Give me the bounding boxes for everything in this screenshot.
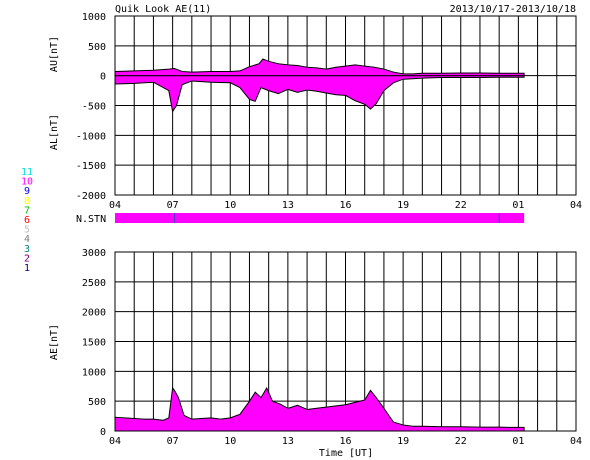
x-axis-label: Time [UT] (319, 448, 373, 459)
legend-number: 6 (24, 215, 30, 226)
au-al-frame (114, 15, 577, 196)
ae-y-tick-label: 500 (88, 397, 106, 408)
legend-number: 5 (24, 225, 30, 236)
ae-frame (114, 251, 577, 432)
au-al-x-tick-label: 04 (109, 200, 121, 211)
au-al-y-tick-label: -1500 (76, 161, 106, 172)
chart-title: Quik Look AE(11) (115, 4, 211, 15)
ae-x-tick-label: 19 (397, 436, 409, 447)
ae-x-tick-label: 04 (109, 436, 121, 447)
station-bar-panel (115, 213, 525, 223)
au-al-series-au (114, 58, 525, 77)
legend-number: 7 (24, 205, 30, 216)
au-al-y-tick-label: -1000 (76, 131, 106, 142)
au-al-y-tick-label: -2000 (76, 191, 106, 202)
ae-axis-label: AE[nT] (49, 324, 60, 360)
ae-y-tick-label: 1500 (82, 338, 106, 349)
date-range: 2013/10/17-2013/10/18 (450, 4, 576, 15)
ae-x-tick-label: 13 (282, 436, 294, 447)
ae-x-tick-label: 22 (455, 436, 467, 447)
ae-y-tick-label: 0 (100, 427, 106, 438)
au-al-y-tick-label: 0 (100, 72, 106, 83)
au-al-y-tick-label: -500 (82, 102, 106, 113)
au-al-y-tick-label: 500 (88, 42, 106, 53)
ae-x-tick-label: 04 (570, 436, 582, 447)
legend-number: 10 (21, 177, 33, 188)
station-label: N.STN (76, 214, 106, 225)
au-al-series-al (114, 75, 525, 113)
station-bar (115, 213, 525, 223)
ae-x-tick-label: 01 (512, 436, 524, 447)
ae-y-tick-label: 3000 (82, 248, 106, 259)
au-al-x-tick-label: 19 (397, 200, 409, 211)
legend-number: 2 (24, 253, 30, 264)
au-al-x-tick-label: 07 (167, 200, 179, 211)
au-al-x-tick-label: 16 (339, 200, 351, 211)
legend-number: 8 (24, 196, 30, 207)
au-al-x-tick-label: 04 (570, 200, 582, 211)
ae-y-tick-label: 1000 (82, 367, 106, 378)
ae-y-tick-label: 2500 (82, 278, 106, 289)
legend-number: 11 (21, 167, 33, 178)
au-al-x-tick-label: 22 (455, 200, 467, 211)
ae-x-tick-label: 16 (339, 436, 351, 447)
legend-number: 9 (24, 186, 30, 197)
ae-y-tick-label: 2000 (82, 308, 106, 319)
ae-x-tick-label: 07 (167, 436, 179, 447)
al-axis-label: AL[nT] (49, 114, 60, 150)
au-al-x-tick-label: 01 (512, 200, 524, 211)
ae-series-ae (114, 386, 525, 432)
au-axis-label: AU[nT] (49, 36, 60, 72)
au-al-x-tick-label: 13 (282, 200, 294, 211)
legend-number: 4 (24, 234, 30, 245)
legend-number: 3 (24, 244, 30, 255)
au-al-y-tick-label: 1000 (82, 12, 106, 23)
ae-x-tick-label: 10 (224, 436, 236, 447)
au-al-x-tick-label: 10 (224, 200, 236, 211)
legend-number: 1 (24, 263, 30, 274)
